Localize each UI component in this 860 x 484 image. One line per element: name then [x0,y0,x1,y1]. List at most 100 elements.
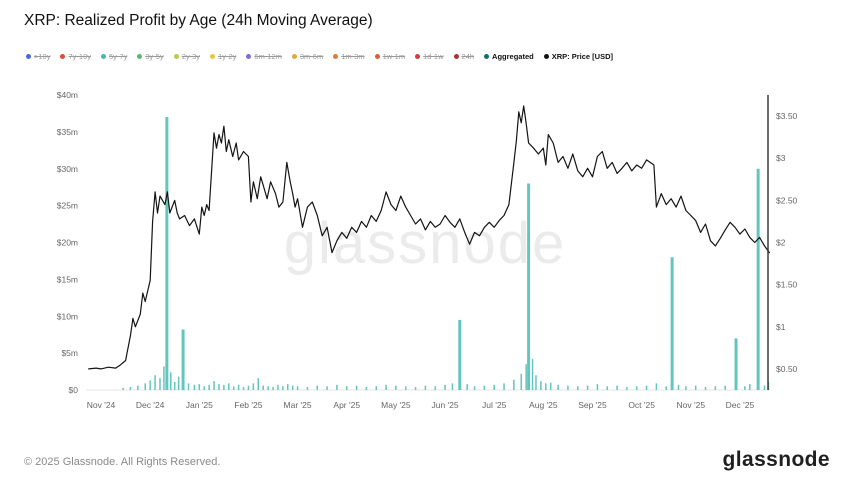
aggregated-profit-bar[interactable] [154,375,156,390]
aggregated-profit-bar[interactable] [267,386,269,390]
aggregated-profit-bar[interactable] [326,386,328,390]
aggregated-profit-bar[interactable] [616,385,618,390]
legend-item--10y[interactable]: >10y [26,53,50,61]
aggregated-profit-bar[interactable] [228,383,230,390]
aggregated-profit-bar[interactable] [724,385,726,390]
aggregated-profit-bar[interactable] [247,385,250,390]
aggregated-profit-bar[interactable] [685,386,687,390]
legend-item-3m-6m[interactable]: 3m-6m [291,53,323,61]
aggregated-profit-bar[interactable] [424,385,427,390]
legend-item-xrp-price-usd-[interactable]: XRP: Price [USD] [543,53,613,61]
aggregated-profit-bar[interactable] [213,381,215,390]
aggregated-profit-bar[interactable] [181,329,185,390]
aggregated-profit-bar[interactable] [665,386,667,390]
aggregated-profit-bar[interactable] [355,385,358,390]
legend-item-24h[interactable]: 24h [453,53,474,61]
aggregated-profit-bar[interactable] [163,366,165,390]
aggregated-profit-bar[interactable] [525,364,527,390]
aggregated-profit-bar[interactable] [277,384,279,390]
aggregated-profit-bar[interactable] [670,257,674,390]
aggregated-profit-bar[interactable] [170,372,172,390]
legend-item-7y-10y[interactable]: 7y-10y [60,53,91,61]
aggregated-profit-bar[interactable] [549,382,552,390]
aggregated-profit-bar[interactable] [218,384,220,390]
aggregated-profit-bar[interactable] [272,387,274,390]
aggregated-profit-bar[interactable] [749,384,751,390]
aggregated-profit-bar[interactable] [531,359,534,390]
aggregated-profit-bar[interactable] [129,387,132,390]
aggregated-profit-bar[interactable] [704,387,707,390]
legend-item-aggregated[interactable]: Aggregated [484,53,534,61]
aggregated-profit-bar[interactable] [287,384,289,390]
aggregated-profit-bar[interactable] [316,385,319,390]
aggregated-profit-bar[interactable] [451,383,454,390]
xrp-price-line[interactable] [88,105,770,370]
aggregated-profit-bar[interactable] [535,375,537,390]
aggregated-profit-bar[interactable] [567,385,569,390]
aggregated-profit-bar[interactable] [763,385,766,390]
aggregated-profit-bar[interactable] [645,385,648,390]
aggregated-profit-bar[interactable] [677,384,680,390]
aggregated-profit-bar[interactable] [483,385,486,390]
aggregated-profit-bar[interactable] [149,380,151,390]
aggregated-profit-bar[interactable] [242,387,245,390]
aggregated-profit-bar[interactable] [626,387,628,390]
aggregated-profit-bar[interactable] [165,117,169,390]
aggregated-profit-bar[interactable] [596,384,599,390]
aggregated-profit-bar[interactable] [545,383,547,390]
aggregated-profit-bar[interactable] [223,384,225,390]
legend-item-5y-7y[interactable]: 5y-7y [101,53,127,61]
aggregated-profit-bar[interactable] [577,386,579,390]
chart-area[interactable]: glassnode $0 $5m $10m $15m $20m $25m $30m $35m $4… [0,78,860,423]
aggregated-profit-bar[interactable] [655,383,658,390]
legend-item-3y-5y[interactable]: 3y-5y [137,53,164,61]
aggregated-profit-bar[interactable] [336,384,338,390]
aggregated-profit-bar[interactable] [252,383,255,390]
aggregated-profit-bar[interactable] [375,386,377,390]
aggregated-profit-bar[interactable] [232,386,235,390]
aggregated-profit-bar[interactable] [395,385,397,390]
aggregated-profit-bar[interactable] [237,384,240,390]
aggregated-profit-bar[interactable] [466,384,468,390]
aggregated-profit-bar[interactable] [137,385,139,390]
aggregated-profit-bar[interactable] [503,383,505,390]
aggregated-profit-bar[interactable] [346,386,348,390]
aggregated-profit-bar[interactable] [193,384,196,390]
aggregated-profit-bar[interactable] [122,387,124,390]
aggregated-profit-bar[interactable] [493,384,495,390]
aggregated-profit-bar[interactable] [540,381,542,390]
aggregated-profit-bar[interactable] [694,385,697,390]
aggregated-profit-bar[interactable] [557,384,559,390]
aggregated-profit-bar[interactable] [257,378,260,390]
profit-by-age-chart[interactable]: glassnode $0 $5m $10m $15m $20m $25m $30m $35m $4… [0,78,860,423]
aggregated-profit-bar[interactable] [159,378,161,390]
legend-item-1y-2y[interactable]: 1y-2y [210,53,236,61]
aggregated-profit-bar[interactable] [473,386,476,390]
legend-item-6m-12m[interactable]: 6m-12m [246,53,282,61]
aggregated-profit-bar[interactable] [198,384,201,390]
aggregated-profit-bar[interactable] [296,386,299,390]
aggregated-profit-bar[interactable] [404,386,407,390]
aggregated-profit-bar[interactable] [520,373,522,390]
aggregated-profit-bar[interactable] [173,381,176,390]
aggregated-profit-bar[interactable] [444,384,446,390]
aggregated-profit-bar[interactable] [365,387,368,390]
aggregated-profit-bar[interactable] [208,384,210,390]
aggregated-profit-bar[interactable] [306,387,309,390]
aggregated-profit-bar[interactable] [734,338,738,390]
legend-item-1d-1w[interactable]: 1d-1w [415,53,444,61]
aggregated-profit-bar[interactable] [756,168,760,390]
aggregated-profit-bar[interactable] [203,386,205,390]
aggregated-profit-bar[interactable] [513,379,515,390]
aggregated-profit-bar[interactable] [187,383,190,390]
aggregated-profit-bar[interactable] [262,385,264,390]
aggregated-profit-bar[interactable] [282,386,284,390]
aggregated-profit-bar[interactable] [177,376,180,390]
aggregated-profit-bar[interactable] [744,386,746,390]
aggregated-profit-bar[interactable] [714,386,717,390]
aggregated-profit-bar[interactable] [291,385,294,390]
aggregated-profit-bar[interactable] [635,386,638,390]
aggregated-profit-bar[interactable] [586,385,589,390]
aggregated-profit-bar[interactable] [527,183,531,391]
aggregated-profit-bar[interactable] [385,384,387,390]
